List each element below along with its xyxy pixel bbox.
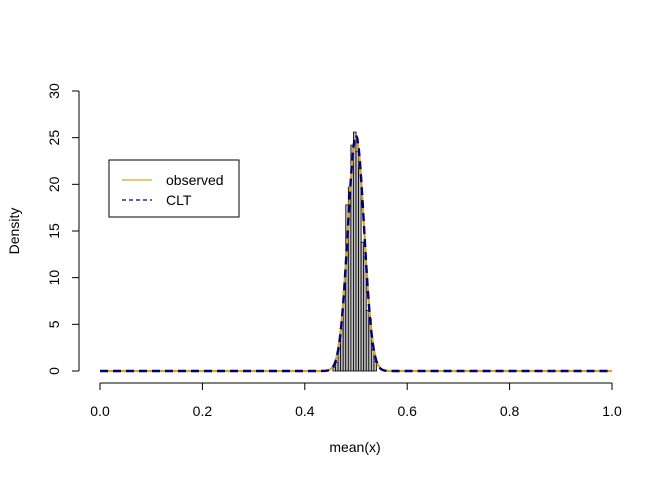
y-axis-title: Density — [6, 208, 22, 255]
legend: observed CLT — [108, 159, 240, 218]
legend-box — [108, 159, 240, 218]
histogram-bar-16 — [373, 361, 377, 372]
y-tick-label: 30 — [46, 83, 62, 99]
x-tick-label: 0.2 — [193, 403, 213, 419]
x-tick-label: 0.0 — [90, 403, 110, 419]
y-tick-label: 15 — [46, 223, 62, 239]
y-axis: 0 5 10 15 20 25 30 — [46, 83, 80, 375]
y-tick-label: 0 — [46, 367, 62, 375]
y-tick-label: 10 — [46, 270, 62, 286]
series-line-clt — [100, 132, 612, 373]
x-tick-label: 0.6 — [397, 403, 417, 419]
x-tick-label: 0.4 — [295, 403, 315, 419]
legend-label-observed: observed — [166, 172, 224, 188]
legend-label-clt: CLT — [166, 192, 192, 208]
density-lines — [100, 132, 612, 373]
y-tick-label: 5 — [46, 320, 62, 328]
x-axis-title: mean(x) — [329, 439, 380, 455]
x-axis: 0.0 0.2 0.4 0.6 0.8 1.0 — [90, 382, 622, 419]
x-tick-label: 1.0 — [602, 403, 622, 419]
x-tick-label: 0.8 — [500, 403, 520, 419]
y-tick-label: 20 — [46, 176, 62, 192]
y-tick-label: 25 — [46, 130, 62, 146]
